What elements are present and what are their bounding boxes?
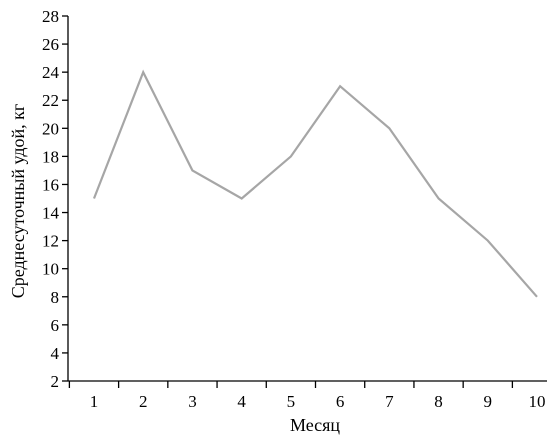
- y-tick-label: 6: [51, 316, 60, 335]
- y-tick-label: 4: [51, 344, 60, 363]
- y-axis-title: Среднесуточный удой, кг: [8, 104, 28, 299]
- series-line: [92, 69, 538, 298]
- y-tick-label: 8: [51, 288, 60, 307]
- x-tick-label: 4: [237, 392, 246, 411]
- x-tick-label: 7: [385, 392, 394, 411]
- y-tick-label: 14: [42, 204, 60, 223]
- y-tick-label: 26: [42, 35, 59, 54]
- x-axis: 1 2 3 4 5 6 7 8 9 10: [68, 380, 547, 411]
- x-tick-label: 1: [90, 392, 99, 411]
- y-tick-label: 20: [42, 119, 59, 138]
- x-tick-label: 10: [529, 392, 546, 411]
- y-tick-label: 22: [42, 91, 59, 110]
- x-tick-label: 9: [484, 392, 493, 411]
- y-tick-label: 2: [51, 372, 60, 391]
- y-tick-label: 18: [42, 147, 59, 166]
- x-tick-label: 3: [188, 392, 197, 411]
- y-tick-label: 28: [42, 7, 59, 26]
- x-tick-label: 5: [287, 392, 296, 411]
- y-tick-label: 12: [42, 232, 59, 251]
- x-tick-label: 2: [139, 392, 148, 411]
- x-axis-title: Месяц: [290, 415, 340, 435]
- y-tick-label: 16: [42, 175, 59, 194]
- x-tick-label: 8: [434, 392, 443, 411]
- series-group: [92, 69, 538, 298]
- y-tick-label: 24: [42, 63, 60, 82]
- x-tick-label: 6: [336, 392, 345, 411]
- y-tick-label: 10: [42, 260, 59, 279]
